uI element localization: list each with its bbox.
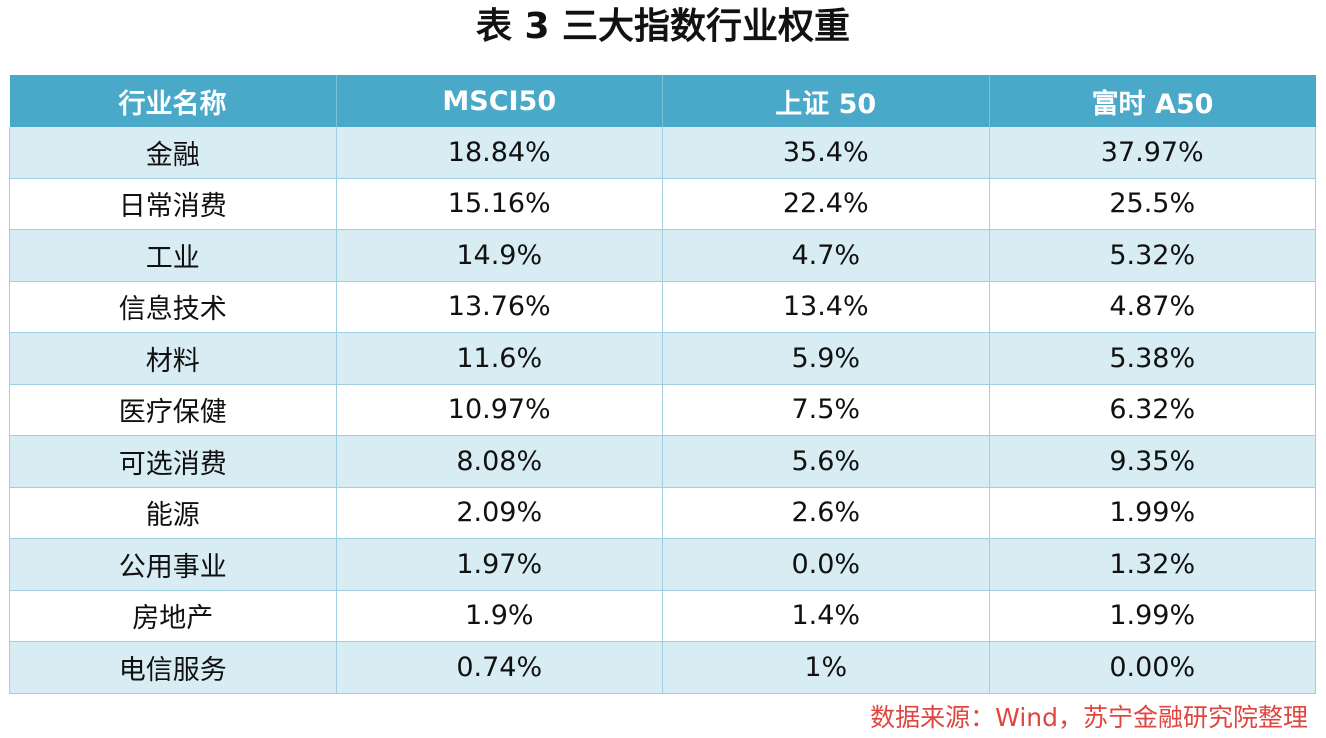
industry-cell: 金融	[9, 127, 337, 179]
weight-cell: 8.08%	[336, 435, 663, 488]
industry-cell: 工业	[9, 229, 337, 282]
source-note: 数据来源：Wind，苏宁金融研究院整理	[870, 703, 1308, 732]
table-row: 信息技术 13.76% 13.4% 4.87%	[9, 281, 1316, 333]
weight-cell: 2.6%	[662, 487, 990, 539]
table-row: 能源 2.09% 2.6% 1.99%	[9, 487, 1316, 539]
weights-table: 行业名称 MSCI50 上证 50 富时 A50 金融 18.84% 35.4% 37.97…	[9, 75, 1316, 694]
table-row: 房地产 1.9% 1.4% 1.99%	[9, 590, 1316, 642]
industry-cell: 公用事业	[9, 538, 337, 591]
weight-cell: 9.35%	[989, 435, 1316, 488]
table-row: 材料 11.6% 5.9% 5.38%	[9, 332, 1316, 385]
weight-cell: 1.99%	[989, 590, 1316, 642]
weight-cell: 1.9%	[336, 590, 663, 642]
table-row: 日常消费 15.16% 22.4% 25.5%	[9, 178, 1316, 230]
industry-cell: 能源	[9, 487, 337, 539]
weight-cell: 13.4%	[662, 281, 990, 333]
weight-cell: 5.9%	[662, 332, 990, 385]
weight-cell: 22.4%	[662, 178, 990, 230]
table-row: 公用事业 1.97% 0.0% 1.32%	[9, 538, 1316, 591]
weight-cell: 15.16%	[336, 178, 663, 230]
weight-cell: 18.84%	[336, 127, 663, 179]
weight-cell: 10.97%	[336, 384, 663, 436]
weight-cell: 13.76%	[336, 281, 663, 333]
weight-cell: 5.38%	[989, 332, 1316, 385]
table-row: 医疗保健 10.97% 7.5% 6.32%	[9, 384, 1316, 436]
industry-cell: 材料	[9, 332, 337, 385]
weight-cell: 7.5%	[662, 384, 990, 436]
weight-cell: 1.97%	[336, 538, 663, 591]
weight-cell: 1.4%	[662, 590, 990, 642]
table-row: 电信服务 0.74% 1% 0.00%	[9, 641, 1316, 694]
industry-cell: 可选消费	[9, 435, 337, 488]
weight-cell: 1%	[662, 641, 990, 694]
table-row: 可选消费 8.08% 5.6% 9.35%	[9, 435, 1316, 488]
weight-cell: 11.6%	[336, 332, 663, 385]
industry-cell: 电信服务	[9, 641, 337, 694]
weight-cell: 14.9%	[336, 229, 663, 282]
industry-cell: 信息技术	[9, 281, 337, 333]
weight-cell: 0.74%	[336, 641, 663, 694]
weight-cell: 5.6%	[662, 435, 990, 488]
header-cell: MSCI50	[336, 75, 663, 127]
table-row: 金融 18.84% 35.4% 37.97%	[9, 127, 1316, 179]
table-row: 工业 14.9% 4.7% 5.32%	[9, 229, 1316, 282]
weight-cell: 6.32%	[989, 384, 1316, 436]
weight-cell: 1.32%	[989, 538, 1316, 591]
weight-cell: 1.99%	[989, 487, 1316, 539]
weight-cell: 25.5%	[989, 178, 1316, 230]
table-title: 表 3 三大指数行业权重	[475, 6, 851, 47]
header-cell: 上证 50	[662, 75, 990, 127]
header-cell: 富时 A50	[989, 75, 1316, 127]
weight-cell: 5.32%	[989, 229, 1316, 282]
weight-cell: 4.7%	[662, 229, 990, 282]
weight-cell: 0.00%	[989, 641, 1316, 694]
header-row: 行业名称 MSCI50 上证 50 富时 A50	[9, 75, 1316, 127]
table-body: 金融 18.84% 35.4% 37.97% 日常消费 15.16% 22.4% 25.5% 工…	[9, 127, 1316, 694]
weight-cell: 4.87%	[989, 281, 1316, 333]
industry-cell: 医疗保健	[9, 384, 337, 436]
weight-cell: 37.97%	[989, 127, 1316, 179]
industry-cell: 房地产	[9, 590, 337, 642]
weight-cell: 0.0%	[662, 538, 990, 591]
weight-cell: 2.09%	[336, 487, 663, 539]
weight-cell: 35.4%	[662, 127, 990, 179]
header-cell: 行业名称	[9, 75, 337, 127]
industry-cell: 日常消费	[9, 178, 337, 230]
